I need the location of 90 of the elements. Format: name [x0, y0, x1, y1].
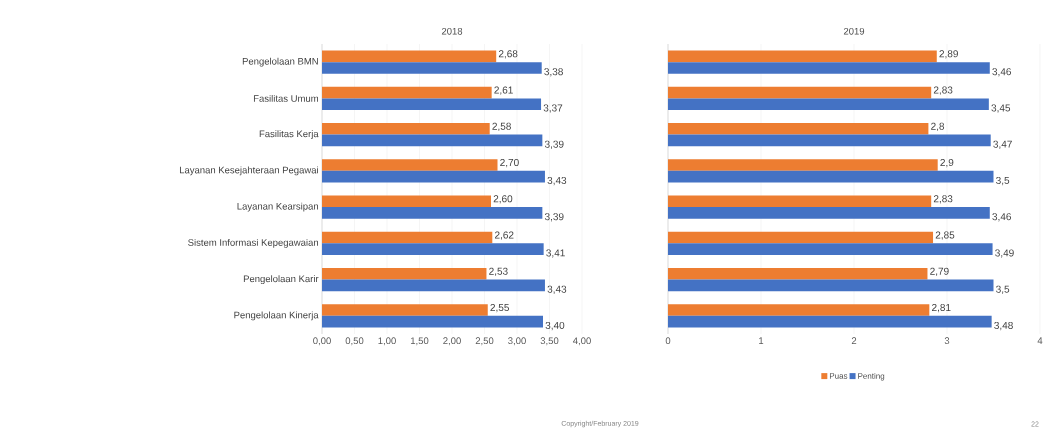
bar	[668, 231, 934, 244]
data-label: 2,70	[500, 158, 519, 168]
y-tick-label: Sistem Informasi Kepegawaian	[188, 238, 319, 248]
data-label: 2,61	[494, 86, 513, 95]
legend-label: Puas	[829, 373, 848, 379]
bar	[668, 207, 990, 219]
x-tick-label: 1	[759, 337, 764, 344]
x-tick-label: 3	[944, 337, 950, 345]
x-tick-label: 0,00	[313, 337, 331, 346]
x-tick-label: 1,50	[410, 337, 429, 346]
data-label: 3,48	[994, 321, 1013, 331]
data-label: 2,55	[490, 303, 509, 313]
data-label: 3,46	[992, 213, 1012, 222]
data-label: 2,79	[930, 267, 949, 276]
x-tick-label: 1,00	[378, 337, 396, 346]
data-label: 2,83	[933, 86, 953, 95]
bar	[322, 50, 497, 63]
bar	[668, 243, 993, 255]
bar	[668, 315, 992, 328]
bar	[322, 62, 542, 74]
data-label: 3,43	[547, 176, 567, 186]
x-tick-label: 4,00	[572, 337, 591, 346]
bar	[668, 195, 932, 208]
bar	[322, 195, 491, 208]
bar	[668, 159, 938, 171]
bar	[668, 98, 989, 110]
y-tick-label: Fasilitas Kerja	[259, 130, 319, 140]
bar	[668, 268, 928, 280]
bar	[668, 170, 994, 183]
data-label: 3,43	[547, 285, 567, 294]
chart-title: 2019	[843, 27, 865, 35]
data-label: 2,68	[498, 50, 518, 59]
bar	[322, 243, 544, 255]
data-label: 2,83	[933, 195, 953, 204]
x-tick-label: 0,50	[345, 337, 364, 346]
data-label: 3,38	[544, 68, 563, 77]
chart-title: 2018	[441, 27, 463, 35]
data-label: 3,40	[545, 321, 565, 331]
bar	[668, 279, 994, 292]
bar	[322, 134, 543, 147]
data-label: 2,89	[939, 50, 958, 59]
bar	[322, 86, 492, 99]
y-tick-label: Pengelolaan Karir	[243, 275, 319, 285]
data-label: 3,41	[546, 249, 565, 258]
bar	[322, 231, 493, 244]
y-tick-label: Pengelolaan Kinerja	[234, 311, 319, 321]
data-label: 3,47	[993, 140, 1012, 149]
data-label: 2,9	[940, 158, 954, 168]
data-label: 2,62	[495, 231, 514, 240]
data-label: 3,46	[992, 68, 1012, 77]
x-tick-label: 2	[851, 337, 857, 344]
bar	[322, 315, 543, 328]
legend-label: Penting	[858, 372, 885, 381]
bar	[322, 123, 490, 135]
data-label: 3,5	[996, 176, 1010, 186]
bar	[668, 50, 937, 63]
data-label: 2,60	[493, 195, 513, 204]
data-label: 3,39	[544, 213, 564, 222]
bar	[668, 62, 990, 74]
data-label: 3,37	[543, 104, 563, 113]
bar	[322, 304, 488, 316]
data-label: 2,81	[932, 303, 951, 313]
bar	[322, 279, 545, 292]
bar	[668, 304, 930, 316]
data-label: 2,53	[489, 267, 508, 276]
x-tick-label: 2,50	[475, 337, 494, 346]
data-label: 2,8	[931, 122, 945, 131]
bar	[668, 86, 932, 99]
y-tick-label: Fasilitas Umum	[253, 94, 319, 102]
x-tick-label: 3,50	[540, 337, 559, 346]
y-tick-label: Layanan Kesejahteraan Pegawai	[179, 166, 318, 176]
bar	[322, 207, 543, 219]
data-label: 3,45	[991, 104, 1011, 113]
data-label: 2,58	[492, 122, 511, 131]
x-tick-label: 3,00	[508, 337, 526, 346]
bar	[322, 159, 498, 171]
x-tick-label: 2,00	[443, 337, 461, 346]
y-tick-label: Layanan Kearsipan	[237, 202, 319, 212]
data-label: 3,49	[995, 249, 1014, 258]
data-label: 3,39	[544, 140, 564, 149]
bar	[322, 268, 487, 280]
x-tick-label: 0	[665, 337, 671, 345]
data-label: 3,5	[996, 285, 1010, 294]
bar	[668, 123, 929, 135]
data-label: 2,85	[935, 231, 955, 240]
x-tick-label: 4	[1037, 337, 1043, 344]
y-tick-label: Pengelolaan BMN	[242, 57, 318, 67]
bar	[322, 98, 542, 110]
bar	[668, 134, 991, 147]
bar	[322, 170, 545, 183]
